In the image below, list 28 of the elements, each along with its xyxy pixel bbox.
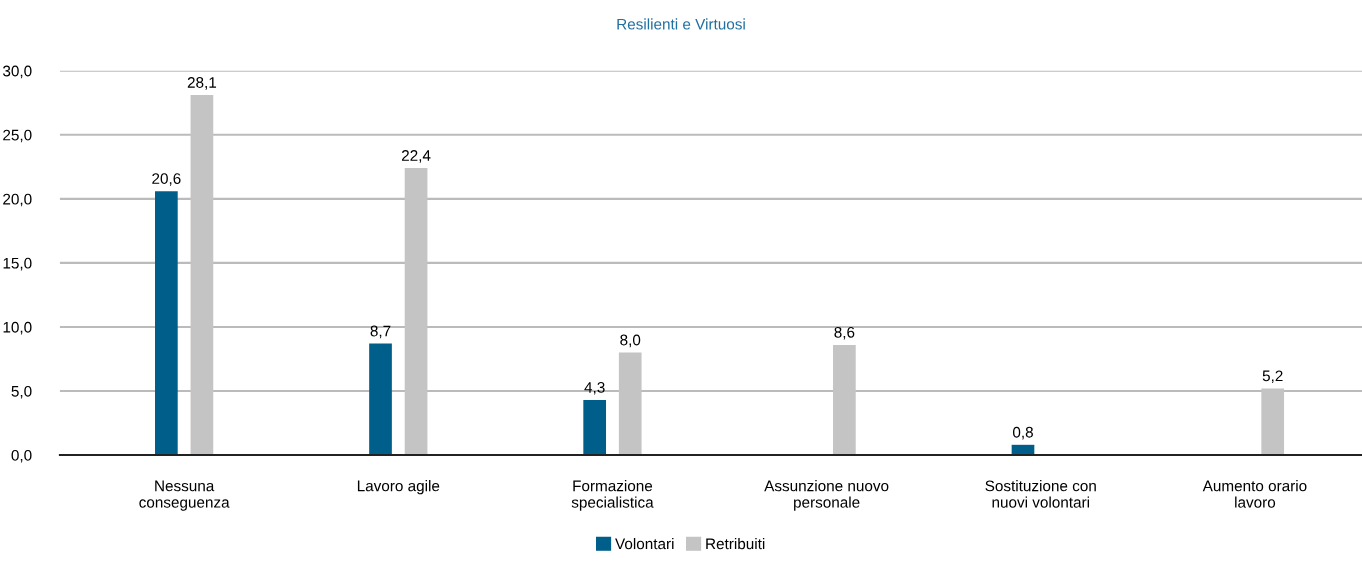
y-tick-label: 25,0 xyxy=(3,129,32,143)
data-label: 22,4 xyxy=(401,150,431,163)
x-tick-label: Aumento orario lavoro xyxy=(1202,480,1307,508)
x-tick-label: Lavoro agile xyxy=(357,480,440,495)
data-label: 0,8 xyxy=(1012,426,1033,440)
data-label: 8,0 xyxy=(620,334,641,348)
bar xyxy=(155,191,178,456)
y-tick-label: 0,0 xyxy=(11,449,32,463)
data-label: 4,3 xyxy=(584,381,605,395)
data-label: 28,1 xyxy=(187,77,217,90)
data-label: 5,2 xyxy=(1262,370,1283,384)
chart-title: Resilienti e Virtuosi xyxy=(617,18,745,30)
bar xyxy=(583,399,607,456)
bar xyxy=(369,343,392,456)
x-tick-label: Assunzione nuovo personale xyxy=(764,480,889,511)
legend-label: Volontari xyxy=(615,538,674,550)
y-tick-label: 5,0 xyxy=(11,385,32,399)
x-tick-label: Nessuna conseguenza xyxy=(139,480,230,511)
x-tick-label: Sostituzione con nuovi volontari xyxy=(985,480,1096,508)
data-label: 20,6 xyxy=(152,173,181,186)
legend-label: Retribuiti xyxy=(706,538,765,550)
y-tick-label: 10,0 xyxy=(3,321,32,335)
x-tick-label: Formazione specialistica xyxy=(571,480,654,511)
y-tick-label: 15,0 xyxy=(3,257,32,271)
data-label: 8,6 xyxy=(834,326,855,340)
y-tick-label: 20,0 xyxy=(3,193,32,207)
data-label: 8,7 xyxy=(370,325,391,339)
y-tick-label: 30,0 xyxy=(3,65,32,79)
